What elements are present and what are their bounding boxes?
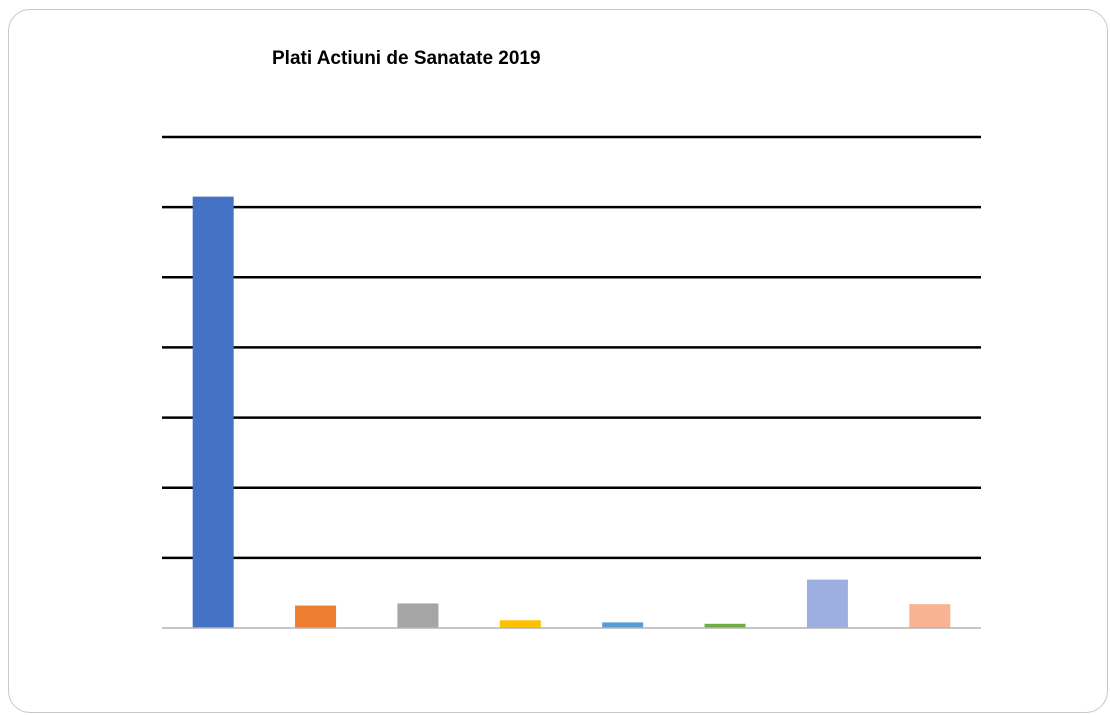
bar [806, 579, 848, 628]
bar [192, 196, 234, 628]
bar [909, 604, 951, 628]
chart-title: Plati Actiuni de Sanatate 2019 [272, 48, 541, 69]
bar [397, 603, 439, 628]
chart-frame [8, 9, 1108, 713]
bar [602, 622, 644, 628]
bar [499, 620, 541, 628]
bar [295, 605, 337, 628]
bar [704, 623, 746, 628]
